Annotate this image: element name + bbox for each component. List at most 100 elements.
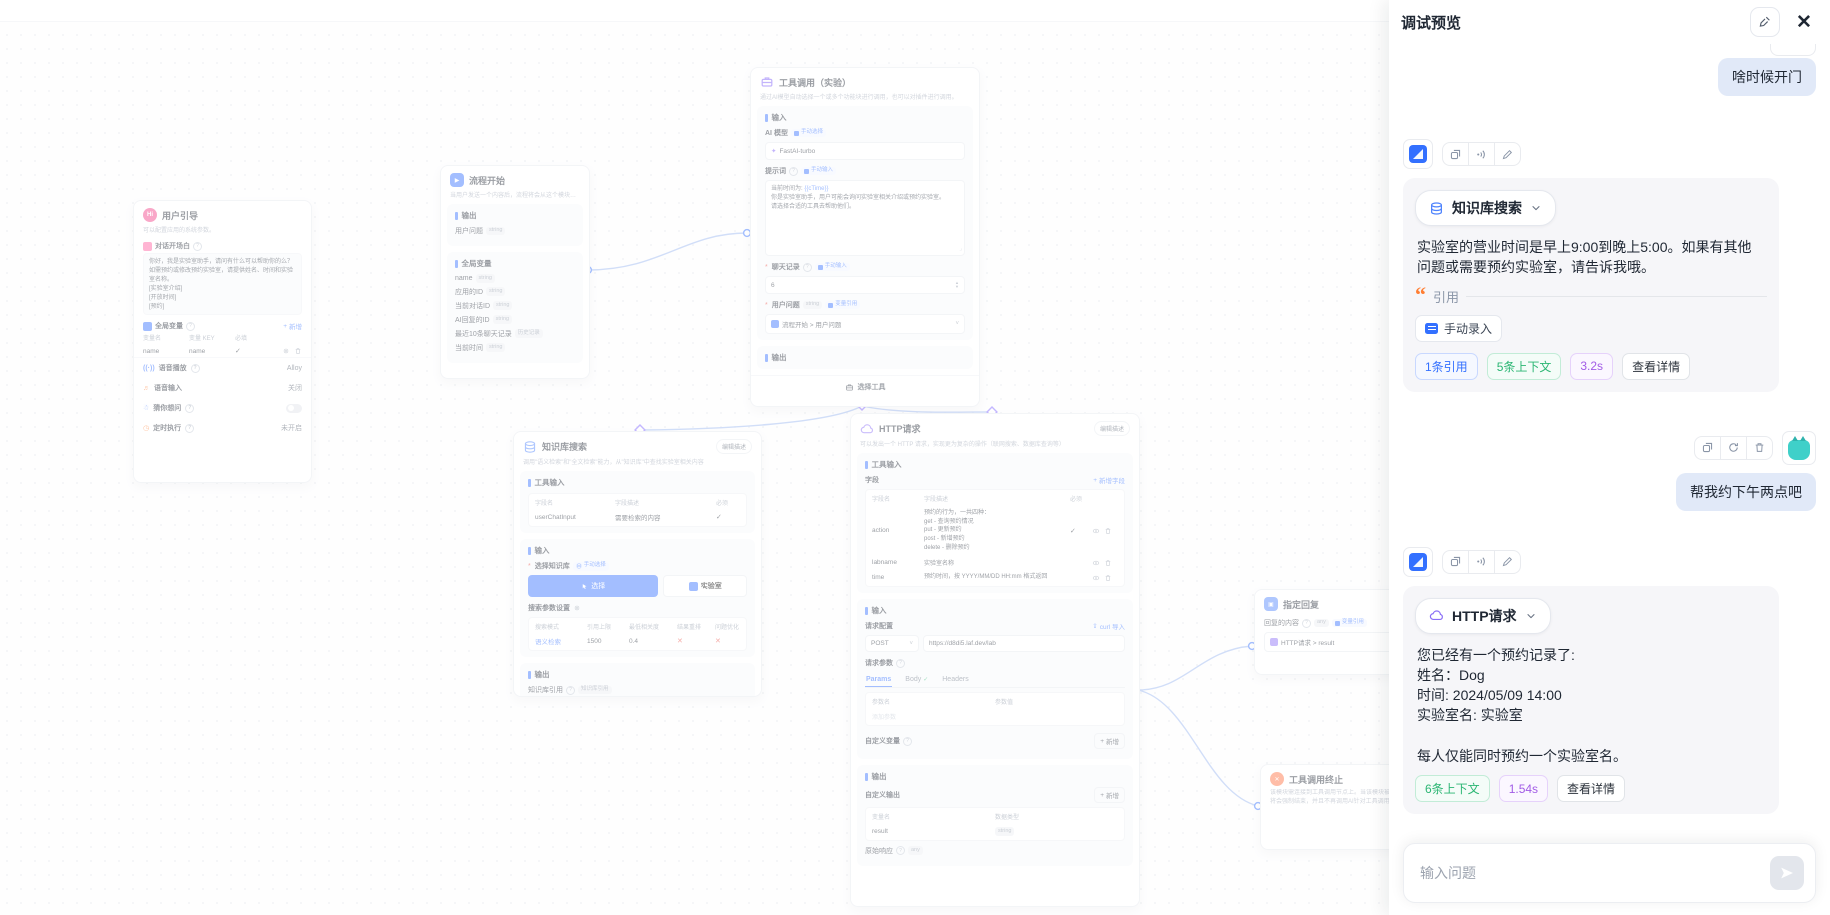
help-icon[interactable]: ?	[789, 166, 798, 176]
copy-icon[interactable]	[1443, 143, 1468, 165]
node-title: HTTP请求	[879, 424, 921, 434]
help-icon[interactable]: ?	[802, 262, 812, 272]
view-details-button[interactable]: 查看详情	[1557, 775, 1626, 803]
cloud-icon	[860, 423, 874, 433]
duration-badge[interactable]: 3.2s	[1570, 352, 1614, 380]
help-icon[interactable]: ?	[896, 658, 905, 668]
clear-chat-button[interactable]	[1750, 7, 1780, 37]
dataset-chip[interactable]: 实验室	[663, 575, 747, 597]
help-icon[interactable]: ?	[903, 736, 912, 746]
search-mode-cell: 语义检索	[535, 639, 561, 646]
workflow-canvas[interactable]: Hi 用户引导 可以配置应用的系统参数。 对话开场白 ? 你好，我是实验室助手，…	[0, 0, 1462, 915]
node-subtitle: 可以配置应用的系统参数。	[143, 228, 216, 234]
dataset-logo-icon	[688, 581, 703, 596]
manual-select-tag[interactable]: 手动选择	[572, 561, 609, 571]
edit-description-button[interactable]: 编辑描述	[1093, 421, 1130, 436]
read-aloud-icon[interactable]	[1468, 550, 1494, 573]
chat-history: 啥时候开门 知识库搜索 实验室的营业时间是早上9:00到晚上5:00。如果有其他…	[1389, 44, 1830, 843]
global-var-label: 全局变量	[155, 323, 183, 330]
url-input[interactable]: https://d8di5.laf.dev/lab	[923, 635, 1125, 653]
quote-source-chip[interactable]: 手动录入	[1415, 314, 1503, 342]
chat-input[interactable]	[1418, 864, 1762, 882]
tts-value[interactable]: Alloy	[286, 364, 302, 372]
help-icon[interactable]: ?	[185, 423, 195, 433]
read-aloud-icon[interactable]	[1468, 143, 1494, 165]
debug-preview-panel: 调试预览 ✕ 啥时候开门 知识库搜索 实验室的营业时间是早上9:00到晚上5:0	[1389, 0, 1830, 915]
help-icon[interactable]: ?	[896, 846, 905, 856]
delete-icon[interactable]	[1746, 436, 1772, 459]
trash-icon[interactable]	[1104, 559, 1112, 567]
tab-headers[interactable]: Headers	[942, 676, 969, 684]
var-ref-tag[interactable]: 变量引用	[1331, 618, 1367, 628]
help-icon[interactable]: ?	[190, 363, 200, 373]
prompt-label: 提示词	[765, 168, 786, 175]
eye-icon[interactable]	[1092, 559, 1100, 567]
view-details-button[interactable]: 查看详情	[1622, 352, 1691, 380]
help-icon[interactable]: ?	[566, 685, 575, 695]
module-run-dropdown[interactable]: 知识库搜索	[1415, 190, 1556, 226]
eye-icon[interactable]	[1092, 574, 1100, 582]
question-label: 用户问题	[771, 302, 800, 309]
trash-icon[interactable]	[294, 347, 302, 355]
node-user-guide[interactable]: Hi 用户引导 可以配置应用的系统参数。 对话开场白 ? 你好，我是实验室助手，…	[133, 200, 312, 483]
model-select[interactable]: ✦ FastAI-turbo	[765, 142, 965, 160]
close-panel-button[interactable]: ✕	[1790, 8, 1818, 36]
send-button[interactable]	[1770, 856, 1804, 890]
select-dataset-button[interactable]: 选择	[528, 575, 659, 597]
edit-icon[interactable]	[1494, 550, 1520, 573]
gear-icon[interactable]	[573, 604, 581, 612]
add-variable-button[interactable]: + 新增	[283, 322, 302, 332]
assistant-avatar	[1403, 139, 1433, 169]
trash-icon[interactable]	[1104, 527, 1112, 535]
curl-import-button[interactable]: ⇪ curl 导入	[1092, 623, 1125, 632]
raw-response-label: 原始响应	[865, 847, 893, 855]
node-flow-start[interactable]: ▶ 流程开始 当用户发送一个内容后，流程将会从这个模块开始执行。 输出 用户问题…	[440, 165, 590, 379]
guess-toggle[interactable]	[286, 403, 302, 413]
copy-icon[interactable]	[1695, 437, 1720, 459]
help-icon[interactable]: ?	[185, 403, 195, 413]
tab-params[interactable]: Params	[865, 673, 893, 688]
gear-icon[interactable]	[282, 347, 290, 355]
method-select[interactable]: POST ˅	[865, 635, 919, 653]
eye-icon[interactable]	[1092, 527, 1100, 535]
context-count-badge[interactable]: 5条上下文	[1486, 352, 1562, 380]
help-icon[interactable]: ?	[1302, 618, 1311, 628]
field-name-cell: labname	[872, 559, 897, 567]
add-custom-output-button[interactable]: + 新增	[1094, 787, 1125, 804]
edit-icon[interactable]	[1494, 143, 1520, 165]
retry-icon[interactable]	[1720, 436, 1746, 459]
var-ref-tag[interactable]: 变量引用	[825, 300, 861, 310]
prompt-textarea[interactable]: 当前时间为: {{cTime}} 你是实验室助手，用户可能会询问实验室相关介绍或预…	[765, 180, 965, 256]
field-name-cell: userChatInput	[535, 513, 576, 521]
edit-description-button[interactable]: 编辑描述	[715, 439, 752, 454]
guess-label: 猜你想问	[153, 405, 182, 412]
select-tools-button[interactable]: 选择工具	[751, 375, 979, 398]
node-http-request[interactable]: HTTP请求 编辑描述 可以发出一个 HTTP 请求，实现更为复杂的操作（联网搜…	[850, 413, 1140, 907]
stt-value[interactable]: 关闭	[288, 385, 302, 392]
help-icon[interactable]: ?	[193, 241, 202, 251]
help-icon[interactable]: ?	[186, 321, 195, 331]
param-placeholder-cell[interactable]: 添加参数	[872, 715, 897, 722]
tab-body[interactable]: Body ✓	[905, 676, 929, 684]
copy-icon[interactable]	[1443, 551, 1468, 573]
add-field-button[interactable]: + 新增字段	[1093, 476, 1125, 486]
node-title: 知识库搜索	[542, 442, 588, 452]
flow-start-icon: ▶	[450, 173, 464, 187]
manual-input-tag[interactable]: 手动输入	[801, 166, 837, 176]
manual-input-tag[interactable]: 手动输入	[814, 262, 850, 272]
module-run-dropdown[interactable]: HTTP请求	[1415, 597, 1551, 634]
node-tool-call[interactable]: 工具调用（实验） 通过AI模型自动选择一个或多个功能块进行调用，也可以对插件进行…	[750, 67, 980, 407]
opening-textarea[interactable]: 你好，我是实验室助手，请问有什么可以帮助你的么？如需预约或修改预约实验室，请提供…	[143, 253, 302, 315]
schedule-value[interactable]: 未开启	[281, 425, 302, 432]
cite-count-badge[interactable]: 1条引用	[1415, 352, 1478, 380]
message-toolbar-partial	[1770, 44, 1816, 56]
question-select[interactable]: 流程开始 > 用户问题 ˅	[765, 314, 965, 334]
trash-icon[interactable]	[1104, 574, 1112, 582]
duration-badge[interactable]: 1.54s	[1498, 775, 1549, 803]
manual-select-tag[interactable]: 手动选择	[790, 128, 826, 138]
history-stepper[interactable]: 6 ▲ ▼	[765, 276, 965, 294]
node-kb-search[interactable]: 知识库搜索 编辑描述 调用"语义检索"和"全文检索"能力，从"知识库"中查找实验…	[513, 431, 762, 697]
user-avatar	[1782, 430, 1816, 465]
context-count-badge[interactable]: 6条上下文	[1415, 775, 1490, 803]
add-custom-var-button[interactable]: + 新增	[1094, 733, 1125, 750]
